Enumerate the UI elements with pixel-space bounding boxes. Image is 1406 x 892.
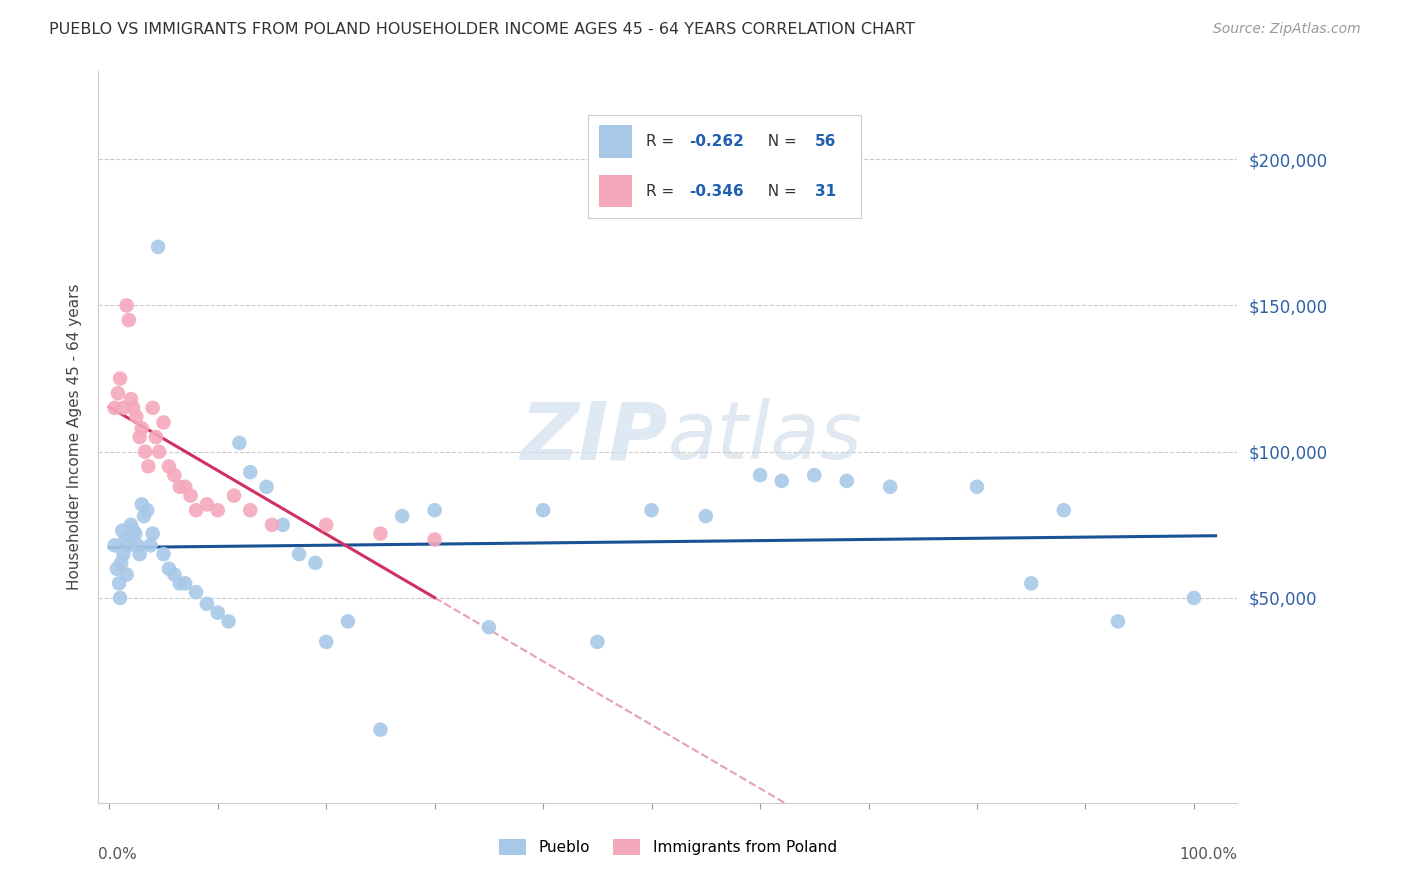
Point (115, 567, 138, 582)
Text: PUEBLO VS IMMIGRANTS FROM POLAND HOUSEHOLDER INCOME AGES 45 - 64 YEARS CORRELATI: PUEBLO VS IMMIGRANTS FROM POLAND HOUSEHO… (49, 22, 915, 37)
Point (118, 313, 141, 327)
Point (132, 509, 155, 524)
Point (180, 489, 202, 503)
Point (163, 468, 186, 483)
Legend: Pueblo, Immigrants from Poland: Pueblo, Immigrants from Poland (492, 833, 844, 861)
Point (218, 615, 240, 629)
Point (222, 489, 245, 503)
Point (110, 556, 132, 570)
Point (107, 386, 129, 401)
Point (142, 401, 165, 415)
Text: Source: ZipAtlas.com: Source: ZipAtlas.com (1213, 22, 1361, 37)
Point (157, 459, 180, 474)
Point (640, 503, 662, 517)
Point (125, 409, 148, 424)
Point (315, 635, 337, 649)
Point (1182, 591, 1205, 605)
Text: 0.0%: 0.0% (98, 847, 138, 862)
Point (104, 401, 127, 415)
Point (120, 392, 142, 406)
Point (835, 474, 858, 488)
Point (256, 480, 278, 494)
Point (131, 497, 153, 511)
Point (195, 497, 218, 511)
Point (134, 444, 156, 458)
Point (169, 480, 191, 494)
Point (695, 509, 717, 524)
Point (112, 401, 135, 415)
Point (105, 562, 128, 576)
Point (770, 474, 793, 488)
Point (120, 517, 142, 532)
Point (184, 585, 207, 599)
Point (1053, 503, 1076, 517)
Point (146, 240, 169, 254)
Point (370, 526, 392, 541)
Point (531, 503, 554, 517)
Text: ZIP: ZIP (520, 398, 668, 476)
Point (136, 503, 159, 517)
Point (478, 620, 501, 634)
Point (239, 503, 262, 517)
Point (423, 533, 446, 547)
Point (174, 576, 197, 591)
Point (391, 509, 413, 524)
Point (122, 524, 145, 538)
Point (122, 401, 145, 415)
Point (195, 597, 218, 611)
Point (108, 591, 131, 605)
Point (271, 517, 294, 532)
Point (586, 635, 609, 649)
Point (260, 517, 283, 532)
Point (315, 517, 337, 532)
Point (148, 444, 170, 458)
Point (128, 547, 150, 561)
Point (114, 533, 136, 547)
Text: 100.0%: 100.0% (1180, 847, 1237, 862)
Point (115, 298, 138, 312)
Point (127, 538, 149, 552)
Point (131, 421, 153, 435)
Point (124, 526, 146, 541)
Point (174, 480, 197, 494)
Point (118, 538, 141, 552)
Point (184, 503, 207, 517)
Point (207, 606, 229, 620)
Point (370, 723, 392, 737)
Point (145, 430, 167, 444)
Y-axis label: Householder Income Ages 45 - 64 years: Householder Income Ages 45 - 64 years (67, 284, 83, 591)
Point (879, 480, 901, 494)
Point (157, 562, 180, 576)
Point (142, 526, 165, 541)
Point (228, 436, 250, 450)
Point (207, 503, 229, 517)
Point (163, 567, 186, 582)
Point (169, 576, 191, 591)
Point (139, 538, 162, 552)
Point (108, 576, 131, 591)
Point (749, 468, 772, 483)
Point (423, 503, 446, 517)
Point (104, 538, 127, 552)
Point (1019, 576, 1042, 591)
Point (239, 465, 262, 479)
Point (1107, 615, 1129, 629)
Point (128, 430, 150, 444)
Point (112, 547, 135, 561)
Point (152, 416, 174, 430)
Point (152, 547, 174, 561)
Point (136, 459, 159, 474)
Point (966, 480, 988, 494)
Point (111, 524, 134, 538)
Text: atlas: atlas (668, 398, 863, 476)
Point (288, 547, 311, 561)
Point (336, 615, 359, 629)
Point (108, 371, 131, 385)
Point (803, 468, 825, 483)
Point (304, 556, 326, 570)
